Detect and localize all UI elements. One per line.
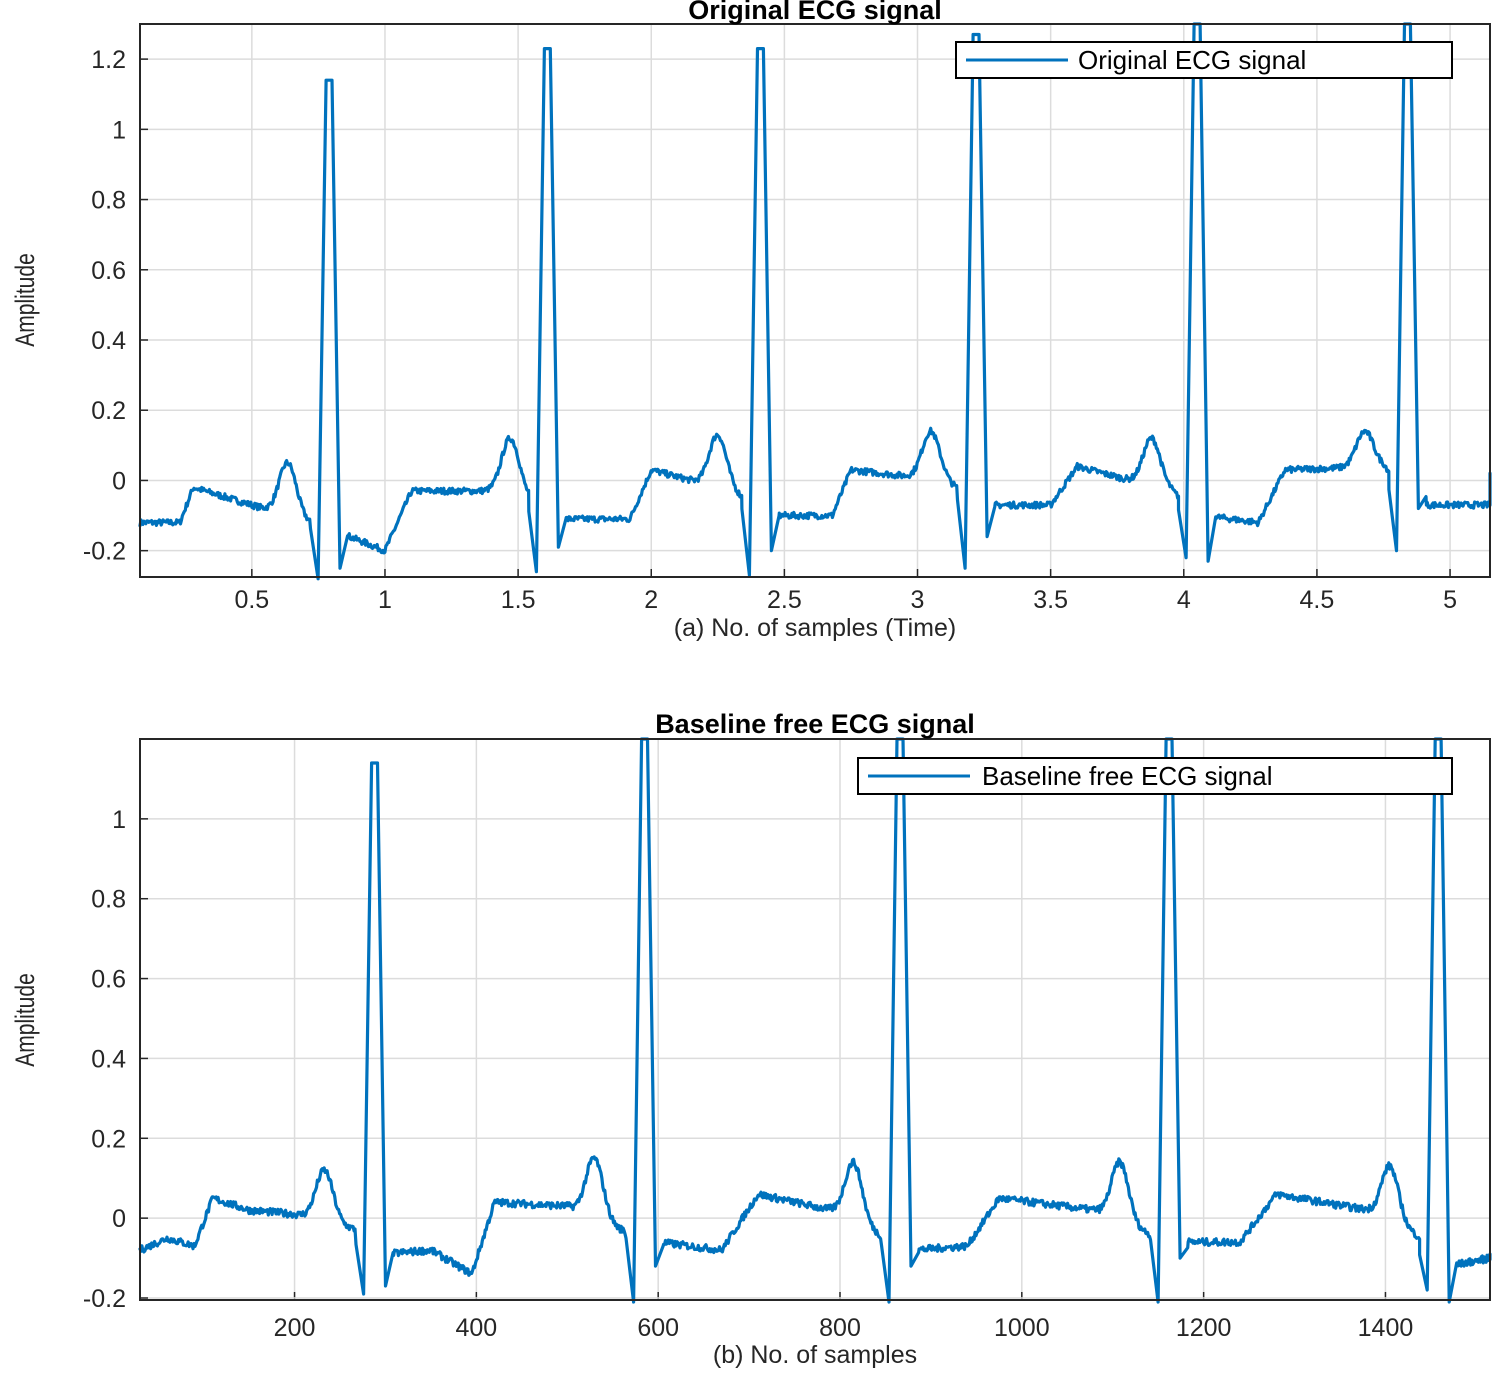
x-tick-label: 2.5 (767, 586, 802, 614)
chart-panel-baseline-free: 200 400 600 800 1000 1200 1400 -0.2 0 0.2 0.4 0.6 0.… (11, 709, 1492, 1369)
y-tick-label: -0.2 (83, 538, 126, 566)
x-tick-label: 3 (911, 586, 925, 614)
x-axis-label: (b) No. of samples (713, 1341, 917, 1369)
x-tick-label: 5 (1443, 586, 1457, 614)
x-tick-label: 1 (378, 586, 392, 614)
legend: Original ECG signal (955, 41, 1453, 79)
y-tick-label: 0.2 (91, 1125, 126, 1153)
legend-label-original-ecg: Original ECG signal (1078, 45, 1306, 75)
x-tick-label: 1400 (1358, 1314, 1414, 1342)
x-tick-label: 1.5 (501, 586, 536, 614)
y-tick-label: -0.2 (83, 1285, 126, 1313)
x-tick-label: 4 (1177, 586, 1191, 614)
plot-background (140, 24, 1490, 577)
y-tick-label: 0.6 (91, 257, 126, 285)
y-tick-label: 1 (112, 116, 126, 144)
y-axis-label: Amplitude (11, 253, 41, 347)
y-tick-label: 1 (112, 806, 126, 834)
y-tick-label: 0.8 (91, 886, 126, 914)
tick-labels: 200 400 600 800 1000 1200 1400 -0.2 0 0.2 0.4 0.6 0.… (83, 806, 1413, 1342)
x-tick-label: 0.5 (234, 586, 269, 614)
y-tick-label: 1.2 (91, 46, 126, 74)
x-tick-label: 400 (456, 1314, 498, 1342)
chart-title: Original ECG signal (688, 0, 942, 25)
y-tick-label: 0 (112, 467, 126, 495)
x-tick-label: 2 (644, 586, 658, 614)
x-tick-label: 3.5 (1033, 586, 1068, 614)
axes-box (139, 23, 1491, 578)
x-tick-label: 4.5 (1300, 586, 1335, 614)
x-tick-label: 800 (819, 1314, 861, 1342)
legend-label-baseline-free-ecg: Baseline free ECG signal (982, 761, 1272, 791)
x-axis-label: (a) No. of samples (Time) (674, 614, 956, 642)
x-tick-label: 600 (637, 1314, 679, 1342)
chart-panel-original: 0.5 1 1.5 2 2.5 3 3.5 4 4.5 5 -0.2 0 0.2 0.4 0.6 0.8 1 1.… (11, 0, 1492, 642)
series-line-baseline-free-ecg (138, 737, 1492, 1304)
x-tick-label: 1200 (1176, 1314, 1232, 1342)
x-tick-label: 1000 (994, 1314, 1050, 1342)
legend: Baseline free ECG signal (857, 757, 1453, 795)
y-tick-label: 0.2 (91, 397, 126, 425)
y-tick-label: 0.8 (91, 187, 126, 215)
y-tick-label: 0.6 (91, 966, 126, 994)
tick-labels: 0.5 1 1.5 2 2.5 3 3.5 4 4.5 5 -0.2 0 0.2 0.4 0.6 0.8 1 1.… (83, 46, 1457, 614)
y-axis-label: Amplitude (11, 973, 41, 1067)
y-tick-label: 0.4 (91, 1045, 126, 1073)
chart-title: Baseline free ECG signal (655, 709, 975, 739)
y-tick-label: 0 (112, 1205, 126, 1233)
series-line-original-ecg (138, 22, 1492, 581)
y-tick-label: 0.4 (91, 327, 126, 355)
x-tick-label: 200 (274, 1314, 316, 1342)
axes-box (139, 738, 1491, 1301)
grid-lines (140, 24, 1490, 577)
